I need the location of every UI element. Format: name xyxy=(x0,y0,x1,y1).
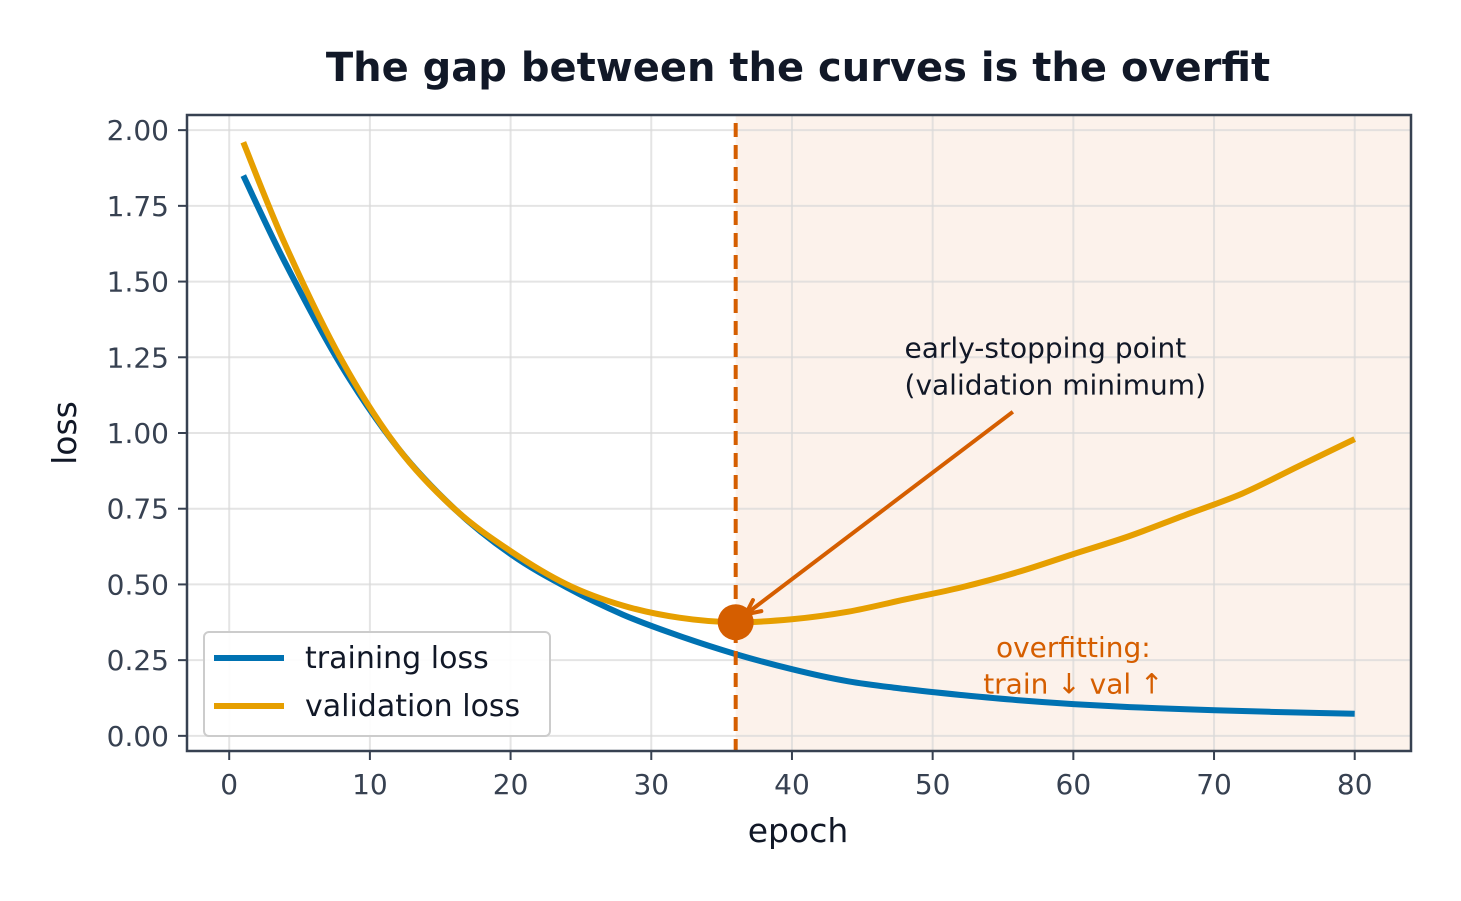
x-tick-label-3: 30 xyxy=(633,768,669,801)
legend: training loss validation loss xyxy=(203,631,551,737)
x-tick-label-8: 80 xyxy=(1337,768,1373,801)
y-tick-label-4: 1.00 xyxy=(107,417,169,450)
early-stop-arrow-shaft xyxy=(744,410,1015,616)
legend-label-1: validation loss xyxy=(305,689,520,724)
legend-box xyxy=(203,631,551,737)
y-tick-label-0: 0.00 xyxy=(107,720,169,753)
y-tick-label-1: 0.25 xyxy=(107,644,169,677)
y-tick-label-8: 2.00 xyxy=(107,114,169,147)
annotation-layer: early-stopping point (validation minimum)… xyxy=(717,123,1206,751)
y-tick-label-5: 1.25 xyxy=(107,341,169,374)
y-tick-label-3: 0.75 xyxy=(107,493,169,526)
x-tick-label-5: 50 xyxy=(915,768,951,801)
early-stop-arrow-head xyxy=(742,598,764,618)
x-tick-label-1: 10 xyxy=(352,768,388,801)
x-axis-label: epoch xyxy=(748,811,849,850)
axes-layer: 0 10 20 30 40 50 60 70 80 0.00 0.25 0.50 0.75 1.00 1.2… xyxy=(107,113,1413,801)
x-tick-label-2: 20 xyxy=(493,768,529,801)
early-stop-label-line-0: early-stopping point xyxy=(905,331,1187,364)
x-tick-label-0: 0 xyxy=(220,768,238,801)
y-axis-label: loss xyxy=(45,401,84,465)
x-tick-label-7: 70 xyxy=(1196,768,1232,801)
early-stop-label-line-1: (validation minimum) xyxy=(905,368,1206,401)
grid-layer xyxy=(187,115,1411,751)
overfit-label-line-1: train ↓ val ↑ xyxy=(983,667,1163,700)
y-tick-label-6: 1.50 xyxy=(107,266,169,299)
legend-label-0: training loss xyxy=(305,641,489,676)
y-tick-label-7: 1.75 xyxy=(107,190,169,223)
overfit-label-line-0: overfitting: xyxy=(996,631,1151,664)
early-stop-label: early-stopping point (validation minimum) xyxy=(905,331,1206,401)
y-tick-label-2: 0.50 xyxy=(107,568,169,601)
x-tick-label-6: 60 xyxy=(1056,768,1092,801)
chart-title: The gap between the curves is the overfi… xyxy=(326,45,1270,91)
x-tick-label-4: 40 xyxy=(774,768,810,801)
